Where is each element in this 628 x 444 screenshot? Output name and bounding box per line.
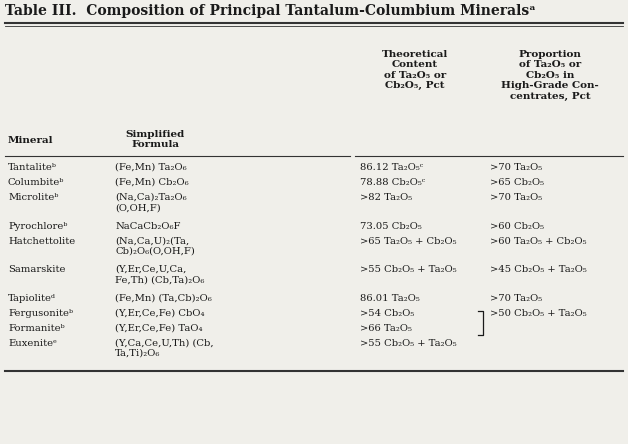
Text: (Fe,Mn) Cb₂O₆: (Fe,Mn) Cb₂O₆ [115,178,188,187]
Text: >60 Ta₂O₅ + Cb₂O₅: >60 Ta₂O₅ + Cb₂O₅ [490,237,587,246]
Text: Proportion
of Ta₂O₅ or
Cb₂O₅ in
High-Grade Con-
centrates, Pct: Proportion of Ta₂O₅ or Cb₂O₅ in High-Gra… [501,50,599,101]
Text: (Y,Ca,Ce,U,Th) (Cb,
Ta,Ti)₂O₆: (Y,Ca,Ce,U,Th) (Cb, Ta,Ti)₂O₆ [115,338,214,358]
Text: NaCaCb₂O₆F: NaCaCb₂O₆F [115,222,180,230]
Text: Simplified
Formula: Simplified Formula [126,130,185,149]
Text: (Na,Ca,U)₂(Ta,
Cb)₂O₆(O,OH,F): (Na,Ca,U)₂(Ta, Cb)₂O₆(O,OH,F) [115,237,195,256]
Text: Samarskite: Samarskite [8,265,65,274]
Text: Mineral: Mineral [8,136,53,145]
Text: >60 Cb₂O₅: >60 Cb₂O₅ [490,222,544,230]
Text: >45 Cb₂O₅ + Ta₂O₅: >45 Cb₂O₅ + Ta₂O₅ [490,265,587,274]
Text: Columbiteᵇ: Columbiteᵇ [8,178,65,187]
Text: 73.05 Cb₂O₅: 73.05 Cb₂O₅ [360,222,422,230]
Text: >70 Ta₂O₅: >70 Ta₂O₅ [490,193,542,202]
Text: (Na,Ca)₂Ta₂O₆
(O,OH,F): (Na,Ca)₂Ta₂O₆ (O,OH,F) [115,193,187,212]
Text: Pyrochloreᵇ: Pyrochloreᵇ [8,222,67,230]
Text: Table III.  Composition of Principal Tantalum-Columbium Mineralsᵃ: Table III. Composition of Principal Tant… [5,4,536,18]
Text: Microliteᵇ: Microliteᵇ [8,193,58,202]
Text: 86.12 Ta₂O₅ᶜ: 86.12 Ta₂O₅ᶜ [360,163,423,172]
Text: >65 Ta₂O₅ + Cb₂O₅: >65 Ta₂O₅ + Cb₂O₅ [360,237,457,246]
Text: >82 Ta₂O₅: >82 Ta₂O₅ [360,193,412,202]
Text: >70 Ta₂O₅: >70 Ta₂O₅ [490,163,542,172]
Text: >55 Cb₂O₅ + Ta₂O₅: >55 Cb₂O₅ + Ta₂O₅ [360,265,457,274]
Text: Euxeniteᵉ: Euxeniteᵉ [8,338,57,348]
Text: >55 Cb₂O₅ + Ta₂O₅: >55 Cb₂O₅ + Ta₂O₅ [360,338,457,348]
Text: Theoretical
Content
of Ta₂O₅ or
Cb₂O₅, Pct: Theoretical Content of Ta₂O₅ or Cb₂O₅, P… [382,50,448,90]
Text: (Y,Er,Ce,U,Ca,
Fe,Th) (Cb,Ta)₂O₆: (Y,Er,Ce,U,Ca, Fe,Th) (Cb,Ta)₂O₆ [115,265,204,285]
Text: >54 Cb₂O₅: >54 Cb₂O₅ [360,309,414,317]
Text: 86.01 Ta₂O₅: 86.01 Ta₂O₅ [360,293,420,302]
Text: Fergusoniteᵇ: Fergusoniteᵇ [8,309,73,317]
Text: >50 Cb₂O₅ + Ta₂O₅: >50 Cb₂O₅ + Ta₂O₅ [490,309,587,317]
Text: 78.88 Cb₂O₅ᶜ: 78.88 Cb₂O₅ᶜ [360,178,425,187]
Text: >70 Ta₂O₅: >70 Ta₂O₅ [490,293,542,302]
Text: Tapioliteᵈ: Tapioliteᵈ [8,293,56,302]
Text: Tantaliteᵇ: Tantaliteᵇ [8,163,57,172]
Text: (Y,Er,Ce,Fe) TaO₄: (Y,Er,Ce,Fe) TaO₄ [115,324,202,333]
Text: (Fe,Mn) (Ta,Cb)₂O₆: (Fe,Mn) (Ta,Cb)₂O₆ [115,293,212,302]
Text: >66 Ta₂O₅: >66 Ta₂O₅ [360,324,412,333]
Text: (Y,Er,Ce,Fe) CbO₄: (Y,Er,Ce,Fe) CbO₄ [115,309,205,317]
Text: >65 Cb₂O₅: >65 Cb₂O₅ [490,178,544,187]
Text: Formaniteᵇ: Formaniteᵇ [8,324,65,333]
Text: (Fe,Mn) Ta₂O₆: (Fe,Mn) Ta₂O₆ [115,163,187,172]
Text: Hatchettolite: Hatchettolite [8,237,75,246]
